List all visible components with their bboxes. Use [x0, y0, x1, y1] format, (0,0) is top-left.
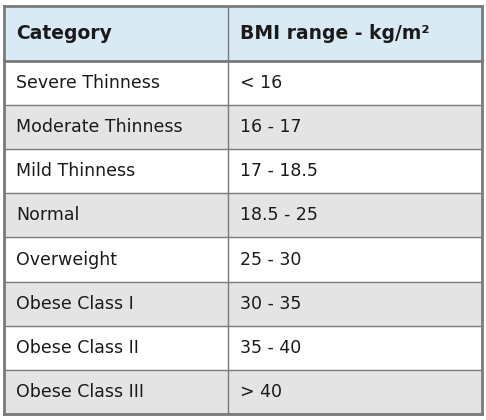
Text: > 40: > 40: [240, 383, 282, 401]
Bar: [4, 370, 482, 414]
Text: Overweight: Overweight: [16, 250, 117, 268]
Bar: [4, 105, 482, 150]
Text: Category: Category: [16, 24, 112, 43]
Bar: [4, 237, 482, 281]
Bar: [4, 326, 482, 370]
Text: 16 - 17: 16 - 17: [240, 118, 301, 136]
Bar: [4, 6, 482, 61]
Bar: [4, 194, 482, 237]
Bar: [4, 281, 482, 326]
Bar: [4, 150, 482, 194]
Text: Obese Class I: Obese Class I: [16, 294, 134, 312]
Text: 25 - 30: 25 - 30: [240, 250, 301, 268]
Text: 18.5 - 25: 18.5 - 25: [240, 207, 318, 224]
Text: Normal: Normal: [16, 207, 79, 224]
Bar: [4, 61, 482, 105]
Text: BMI range - kg/m²: BMI range - kg/m²: [240, 24, 429, 43]
Text: Mild Thinness: Mild Thinness: [16, 163, 135, 181]
Text: Moderate Thinness: Moderate Thinness: [16, 118, 183, 136]
Text: 17 - 18.5: 17 - 18.5: [240, 163, 318, 181]
Text: < 16: < 16: [240, 74, 282, 92]
Text: Severe Thinness: Severe Thinness: [16, 74, 160, 92]
Text: 35 - 40: 35 - 40: [240, 339, 301, 357]
Text: Obese Class II: Obese Class II: [16, 339, 139, 357]
Text: Obese Class III: Obese Class III: [16, 383, 144, 401]
Text: 30 - 35: 30 - 35: [240, 294, 301, 312]
